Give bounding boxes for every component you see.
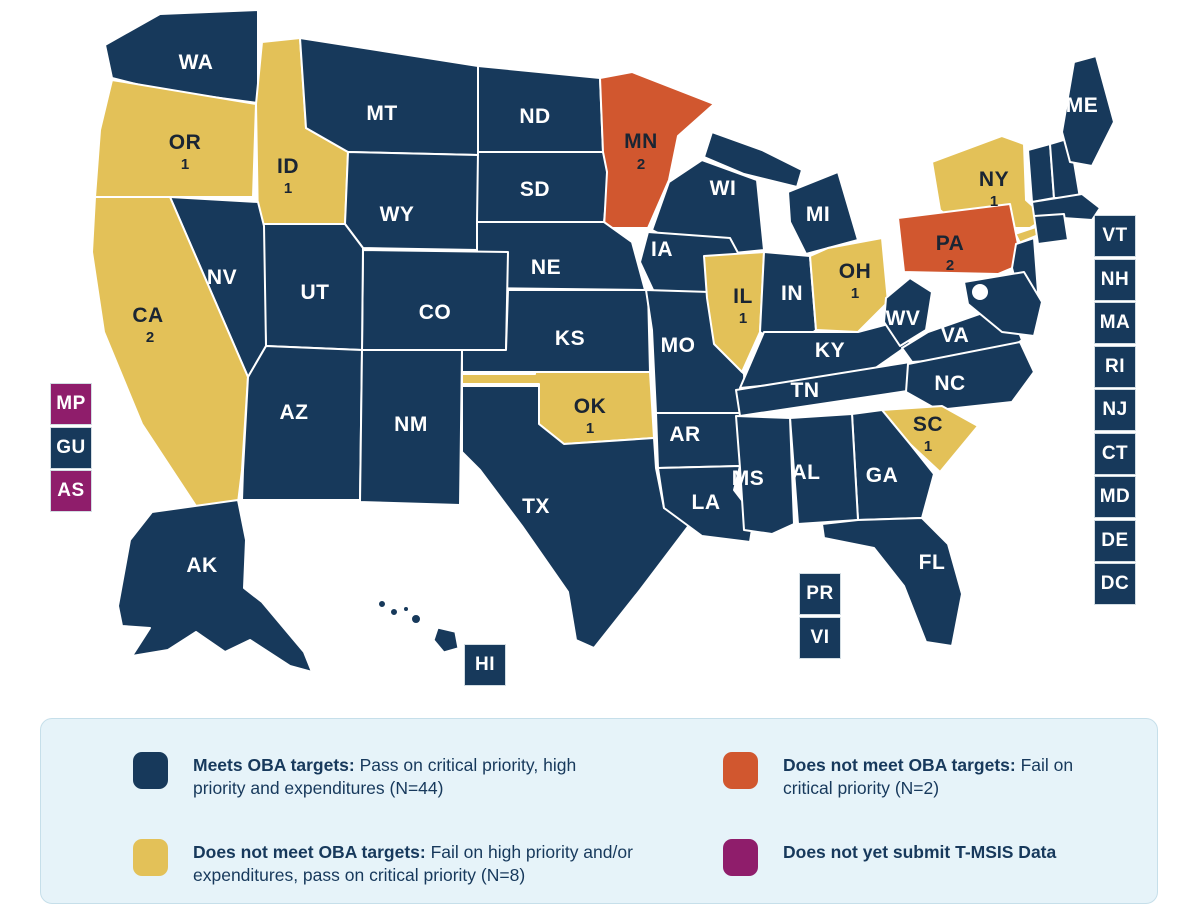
state-box-ma: MA: [1094, 302, 1136, 344]
state-box-md: MD: [1094, 476, 1136, 518]
state-box-nh-label: NH: [1100, 268, 1130, 290]
legend-bold-fail-critical: Does not meet OBA targets:: [783, 755, 1016, 775]
state-box-ma-label: MA: [1099, 312, 1131, 333]
state-box-hi-label: HI: [475, 654, 495, 675]
state-hi-island: [433, 627, 459, 653]
state-box-dc-label: DC: [1100, 573, 1130, 594]
state-hi-island: [410, 613, 422, 625]
state-or: [94, 79, 257, 198]
state-ct: [1033, 213, 1069, 245]
state-box-de-label: DE: [1101, 529, 1129, 551]
legend-bold-fail-high: Does not meet OBA targets:: [193, 841, 426, 862]
legend-text-fail-high: Does not meet OBA targets: Fail on high …: [193, 839, 663, 887]
legend-desc-fail-critical: Fail on critical priority (N=2): [783, 755, 1074, 799]
state-ma: [1031, 193, 1101, 221]
state-box-nh: NH: [1094, 258, 1136, 301]
state-nd: [477, 65, 604, 153]
state-box-ri: RI: [1094, 345, 1136, 388]
northeast-state-column: VT NH MA RI NJ CT MD DE DC: [1094, 215, 1136, 605]
legend-panel: Meets OBA targets: Pass on critical prio…: [40, 718, 1158, 904]
legend-swatch-fail-high: [133, 838, 168, 876]
state-mi-upper: [703, 131, 803, 188]
state-sd: [476, 151, 610, 223]
legend-bold-meets: Meets OBA targets:: [193, 755, 355, 775]
state-box-de: DE: [1094, 519, 1136, 562]
legend-desc-fail-high: Fail on high priority and/or expenditure…: [193, 841, 633, 885]
state-box-ri-label: RI: [1105, 355, 1125, 377]
state-tx: [461, 385, 691, 649]
territory-box-gu-label: GU: [56, 436, 86, 458]
state-box-nj: NJ: [1094, 389, 1136, 431]
state-pa: [897, 203, 1023, 275]
state-ak: [117, 499, 313, 673]
legend-text-meets: Meets OBA targets: Pass on critical prio…: [193, 752, 593, 800]
legend-bold-no-submit: Does not yet submit T-MSIS Data: [783, 841, 1057, 862]
territory-box-pr-label: PR: [806, 583, 834, 604]
state-ms: [735, 415, 795, 535]
state-al: [789, 413, 859, 525]
state-box-hi: HI: [464, 644, 506, 686]
legend-item-fail-critical: Does not meet OBA targets: Fail on criti…: [723, 752, 1147, 817]
state-shapes: [91, 9, 1115, 673]
state-box-vt: VT: [1094, 215, 1136, 257]
territory-box-pr: PR: [799, 573, 841, 615]
state-ar: [655, 412, 747, 469]
territory-box-vi: VI: [799, 616, 841, 659]
legend-swatch-no-submit: [723, 838, 758, 876]
state-nc: [905, 341, 1035, 411]
territory-box-as-label: AS: [57, 480, 85, 501]
territory-column-pacific: MP GU AS: [50, 383, 92, 512]
state-box-ct: CT: [1094, 432, 1136, 475]
state-co: [361, 249, 509, 351]
territory-box-mp: MP: [50, 383, 92, 425]
state-wi: [651, 159, 765, 257]
legend-item-fail-high: Does not meet OBA targets: Fail on high …: [133, 838, 723, 904]
state-hi-island: [389, 607, 399, 617]
state-nm: [359, 349, 463, 506]
territory-box-mp-label: MP: [56, 393, 86, 414]
state-hi-island: [377, 599, 387, 609]
state-wy: [344, 151, 479, 251]
legend-swatch-fail-critical: [723, 752, 758, 789]
state-box-vt-label: VT: [1102, 225, 1128, 246]
state-mn: [599, 71, 715, 229]
state-box-hi-wrap: HI: [464, 644, 506, 686]
state-box-nj-label: NJ: [1102, 399, 1128, 420]
legend-text-fail-critical: Does not meet OBA targets: Fail on criti…: [783, 752, 1103, 800]
territory-box-as: AS: [50, 470, 92, 512]
dc-circle: [972, 284, 988, 300]
legend-desc-meets: Pass on critical priority, high priority…: [193, 755, 577, 799]
state-box-dc: DC: [1094, 563, 1136, 605]
legend-item-no-submit: Does not yet submit T-MSIS Data: [723, 838, 1147, 904]
state-fl: [821, 517, 963, 647]
state-box-md-label: MD: [1099, 486, 1131, 507]
legend-text-no-submit: Does not yet submit T-MSIS Data: [783, 839, 1056, 864]
territory-column-caribbean: PR VI: [799, 573, 841, 659]
territory-box-gu: GU: [50, 426, 92, 469]
state-oh: [809, 237, 889, 333]
state-ut: [261, 223, 364, 351]
legend-item-meets: Meets OBA targets: Pass on critical prio…: [133, 752, 723, 817]
state-wv: [883, 277, 933, 347]
state-hi-island: [402, 605, 410, 613]
territory-box-vi-label: VI: [810, 626, 830, 648]
state-mt: [299, 37, 479, 156]
legend-swatch-meets: [133, 752, 168, 789]
state-box-ct-label: CT: [1101, 442, 1129, 464]
state-me: [1061, 55, 1115, 167]
state-az: [241, 345, 363, 501]
